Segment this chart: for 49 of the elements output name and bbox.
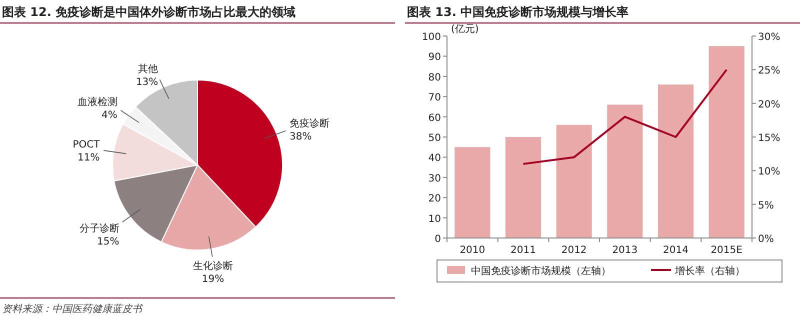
data-label: 38% — [290, 132, 312, 143]
y2-tick-label: 20% — [758, 99, 780, 110]
y2-tick-label: 5% — [758, 200, 774, 212]
data-label: 15% — [97, 236, 120, 248]
y2-tick-label: 25% — [758, 66, 780, 77]
bar — [607, 104, 643, 238]
y2-tick-label: 30% — [758, 32, 780, 43]
y-tick-label: 40 — [428, 153, 441, 164]
y-tick-label: 20 — [428, 194, 441, 205]
bar — [454, 147, 490, 238]
x-tick-label: 2014 — [663, 245, 688, 256]
x-tick-label: 2011 — [510, 245, 536, 256]
x-tick-label: 2013 — [612, 245, 638, 256]
text: 资料来源：中国医药健康蓝皮书 — [2, 303, 143, 315]
y2-tick-label: 15% — [758, 133, 780, 144]
y-tick-label: 10 — [428, 214, 441, 225]
bar — [708, 46, 744, 238]
bar — [556, 124, 592, 238]
x-tick-label: 2012 — [561, 245, 587, 256]
slice-label: 分子诊断 — [79, 222, 120, 235]
line-series — [522, 68, 728, 165]
y-tick-label: 60 — [428, 112, 441, 124]
slice-label: 其他 — [138, 63, 158, 76]
slice-label: POCT — [72, 140, 101, 151]
slice-label: 血液检测 — [77, 96, 118, 108]
y-tick-label: 100 — [422, 32, 441, 43]
chart-title: 图表 12. 免疫诊断是中国体外诊断市场占比最大的领域 — [2, 5, 296, 19]
data-label: 19% — [202, 274, 224, 285]
y-tick-label: 80 — [428, 72, 441, 84]
y-tick-label: 0 — [434, 234, 441, 245]
data-label: 11% — [77, 152, 100, 164]
slice-label: 生化诊断 — [192, 260, 233, 272]
y2-tick-label: 10% — [758, 166, 780, 178]
x-tick-label: 2010 — [460, 245, 486, 256]
y-axis-title: (亿元) — [451, 24, 479, 35]
bar — [658, 84, 694, 238]
bar — [505, 137, 542, 238]
y-tick-label: 50 — [428, 133, 441, 144]
y-tick-label: 70 — [428, 92, 441, 104]
x-tick-label: 2015E — [710, 245, 742, 256]
chart-title: 图表 13. 中国免疫诊断市场规模与增长率 — [407, 5, 629, 19]
slice-label: 免疫诊断 — [290, 118, 330, 130]
y2-tick-label: 0% — [758, 234, 774, 245]
y-tick-label: 90 — [428, 52, 441, 64]
data-label: 4% — [102, 110, 118, 121]
legend-label: 中国免疫诊断市场规模（左轴） — [471, 265, 611, 277]
data-label: 13% — [136, 77, 158, 88]
legend-label: 增长率（右轴） — [674, 265, 745, 277]
y-tick-label: 30 — [428, 173, 441, 184]
